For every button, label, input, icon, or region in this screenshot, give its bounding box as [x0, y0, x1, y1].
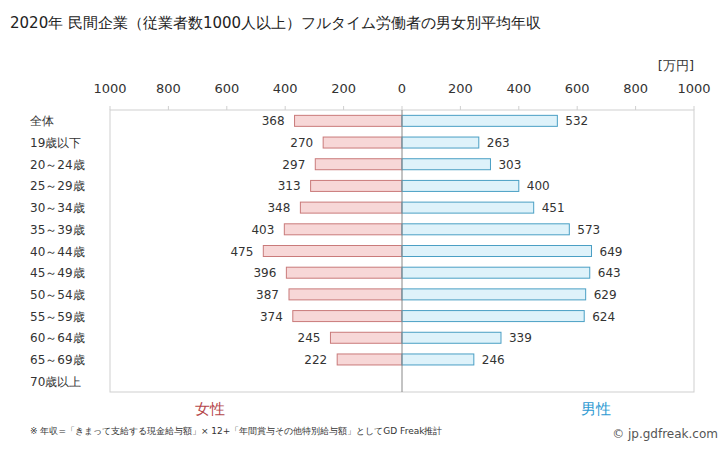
category-label: 35～39歳: [30, 223, 85, 237]
data-label: 403: [251, 223, 274, 237]
data-label: 368: [262, 114, 285, 128]
tick-mark: [635, 106, 636, 110]
data-label: 374: [260, 310, 283, 324]
tick-label: 600: [565, 81, 590, 96]
data-label: 270: [290, 136, 313, 150]
data-label: 396: [253, 266, 276, 280]
tick-label: 1000: [93, 81, 126, 96]
bar: [402, 354, 474, 365]
source: © jp.gdfreak.com: [612, 427, 718, 441]
category-label: 20～24歳: [30, 158, 85, 172]
legend-label: 男性: [581, 400, 611, 418]
category-label: 50～54歳: [30, 288, 85, 302]
data-label: 649: [600, 245, 623, 259]
bars: [263, 115, 591, 365]
data-label: 643: [598, 266, 621, 280]
bar: [402, 246, 592, 257]
tick-label: 200: [448, 81, 473, 96]
data-label: 624: [592, 310, 615, 324]
category-label: 全体: [30, 114, 54, 128]
bar: [295, 115, 402, 126]
data-label: 313: [278, 179, 301, 193]
category-label: 45～49歳: [30, 266, 85, 280]
data-label: 246: [482, 353, 505, 367]
data-label: 339: [509, 331, 532, 345]
tick-mark: [285, 106, 286, 110]
data-label: 532: [565, 114, 588, 128]
chart: 2020年 民間企業（従業者数1000人以上）フルタイム労働者の男女別平均年収 […: [0, 0, 728, 451]
bar: [402, 224, 569, 235]
bar: [311, 180, 402, 191]
tick-label: 800: [623, 81, 648, 96]
plot-frame: [110, 110, 694, 392]
bar: [402, 159, 490, 170]
category-label: 70歳以上: [30, 375, 81, 389]
data-label: 573: [577, 223, 600, 237]
tick-mark: [226, 106, 227, 110]
tick-label: 400: [506, 81, 531, 96]
category-label: 40～44歳: [30, 245, 85, 259]
data-label: 475: [230, 245, 253, 259]
bar: [315, 159, 402, 170]
bar: [323, 137, 402, 148]
data-label: 222: [304, 353, 327, 367]
tick-mark: [402, 106, 403, 110]
tick-mark: [343, 106, 344, 110]
tick-mark: [110, 106, 111, 110]
bar: [286, 267, 402, 278]
bar: [402, 202, 534, 213]
title: 2020年 民間企業（従業者数1000人以上）フルタイム労働者の男女別平均年収: [10, 14, 541, 32]
category-label: 25～29歳: [30, 179, 85, 193]
bar: [402, 311, 584, 322]
bar: [402, 289, 586, 300]
bar: [284, 224, 402, 235]
tick-label: 400: [273, 81, 298, 96]
data-label: 387: [256, 288, 279, 302]
footnote: ※ 年収=「きまって支給する現金給与額」× 12+「年間賞与その他特別給与額」と…: [30, 426, 442, 436]
bar: [402, 267, 590, 278]
data-label: 451: [542, 201, 565, 215]
bar: [402, 180, 519, 191]
bar: [337, 354, 402, 365]
category-label: 30～34歳: [30, 201, 85, 215]
data-label: 348: [267, 201, 290, 215]
bar: [300, 202, 402, 213]
bar: [330, 332, 402, 343]
category-label: 55～59歳: [30, 310, 85, 324]
bar: [402, 115, 557, 126]
data-label: 297: [282, 158, 305, 172]
data-label: 629: [594, 288, 617, 302]
tick-mark: [460, 106, 461, 110]
tick-label: 1000: [677, 81, 710, 96]
bar: [402, 137, 479, 148]
data-label: 263: [487, 136, 510, 150]
data-label: 303: [498, 158, 521, 172]
tick-label: 800: [156, 81, 181, 96]
zero-line: [402, 110, 403, 392]
tick-label: 600: [214, 81, 239, 96]
data-label: 245: [298, 331, 321, 345]
unit-label: [万円]: [658, 58, 694, 73]
tick-mark: [168, 106, 169, 110]
data-labels: 368 270 297 313 348 403 475396 387 374 245 222 532 2…: [230, 114, 622, 367]
legend-label: 女性: [195, 400, 225, 418]
category-label: 60～64歳: [30, 331, 85, 345]
data-label: 400: [527, 179, 550, 193]
category-label: 19歳以下: [30, 136, 81, 150]
tick-mark: [518, 106, 519, 110]
bar: [293, 311, 402, 322]
bar: [263, 246, 402, 257]
bar: [289, 289, 402, 300]
category-label: 65～69歳: [30, 353, 85, 367]
tick-label: 200: [331, 81, 356, 96]
tick-mark: [577, 106, 578, 110]
bar: [402, 332, 501, 343]
tick-mark: [694, 106, 695, 110]
tick-label: 0: [398, 81, 406, 96]
